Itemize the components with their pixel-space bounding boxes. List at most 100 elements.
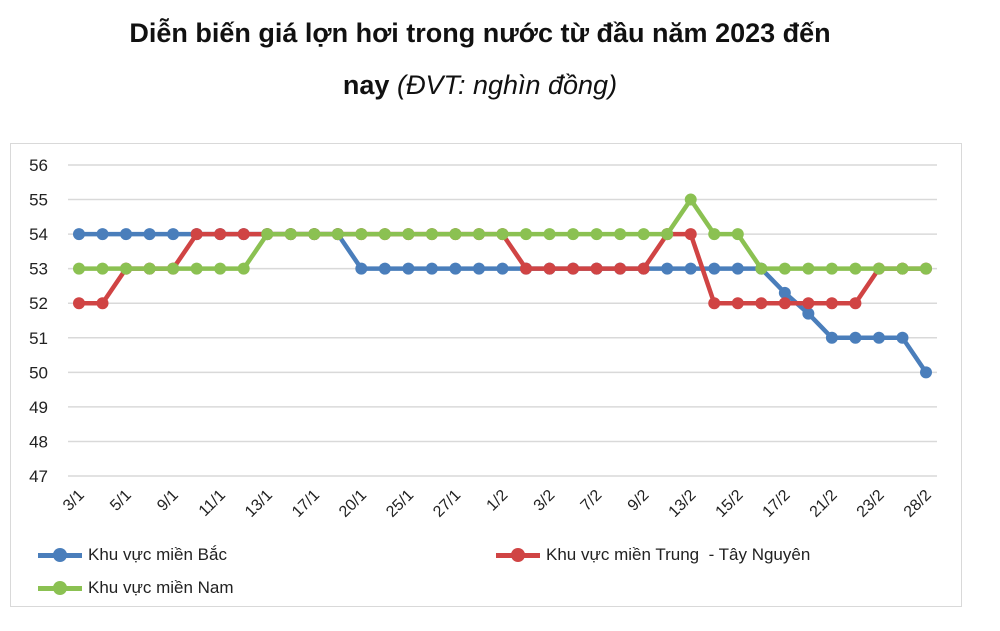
data-point-2 <box>802 262 815 275</box>
data-point-2 <box>355 228 368 241</box>
data-point-1 <box>590 262 603 275</box>
y-tick-label: 48 <box>29 432 48 451</box>
y-tick-label: 50 <box>29 363 48 382</box>
data-point-0 <box>355 262 368 275</box>
data-point-0 <box>896 331 909 344</box>
data-point-2 <box>449 228 462 241</box>
data-point-2 <box>778 262 791 275</box>
x-tick-label: 3/1 <box>60 487 88 515</box>
data-point-1 <box>684 228 697 241</box>
data-point-2 <box>214 262 227 275</box>
data-point-0 <box>73 228 85 241</box>
data-point-2 <box>237 262 250 275</box>
data-point-0 <box>143 228 156 241</box>
data-point-2 <box>849 262 862 275</box>
data-point-2 <box>73 262 85 275</box>
data-point-2 <box>143 262 156 275</box>
x-tick-label: 1/2 <box>484 487 512 515</box>
data-point-0 <box>849 331 862 344</box>
data-point-2 <box>472 228 485 241</box>
data-point-2 <box>825 262 838 275</box>
data-point-1 <box>190 228 203 241</box>
y-tick-label: 53 <box>29 260 48 279</box>
data-point-0 <box>167 228 180 241</box>
data-point-2 <box>637 228 650 241</box>
x-tick-label: 17/1 <box>289 487 323 521</box>
data-point-0 <box>731 262 744 275</box>
legend-marker <box>38 578 82 598</box>
legend-label: Khu vực miền Bắc <box>88 545 227 564</box>
x-tick-label: 15/2 <box>713 487 747 521</box>
data-point-0 <box>872 331 885 344</box>
title-continuation: nay <box>342 70 390 100</box>
data-point-0 <box>472 262 485 275</box>
data-point-0 <box>378 262 391 275</box>
x-tick-label: 5/1 <box>107 487 135 515</box>
data-point-0 <box>120 228 133 241</box>
data-point-1 <box>567 262 580 275</box>
data-point-1 <box>708 297 721 310</box>
data-point-1 <box>214 228 227 241</box>
unit-label: (ĐVT: nghìn đồng) <box>396 70 618 100</box>
data-point-0 <box>684 262 697 275</box>
data-point-1 <box>520 262 533 275</box>
x-tick-label: 9/1 <box>154 487 182 515</box>
x-tick-label: 21/2 <box>807 487 841 521</box>
data-point-1 <box>637 262 650 275</box>
data-point-2 <box>331 228 344 241</box>
chart-title: Diễn biến giá lợn hơi trong nước từ đầu … <box>129 18 831 48</box>
data-point-1 <box>73 297 85 310</box>
data-point-2 <box>661 228 674 241</box>
x-tick-label: 13/1 <box>242 487 276 521</box>
data-point-2 <box>543 228 556 241</box>
data-point-0 <box>802 307 815 320</box>
x-tick-label: 27/1 <box>430 487 464 521</box>
y-tick-label: 47 <box>29 467 48 486</box>
data-point-2 <box>872 262 885 275</box>
y-tick-label: 51 <box>29 329 48 348</box>
data-point-0 <box>708 262 721 275</box>
x-tick-label: 17/2 <box>760 487 794 521</box>
data-point-2 <box>708 228 721 241</box>
data-point-1 <box>802 297 815 310</box>
legend-item-bac: Khu vực miền Bắc <box>38 545 227 565</box>
data-point-1 <box>237 228 250 241</box>
data-point-2 <box>496 228 509 241</box>
data-point-2 <box>261 228 274 241</box>
data-point-0 <box>96 228 109 241</box>
x-tick-label: 20/1 <box>336 487 370 521</box>
data-point-1 <box>543 262 556 275</box>
x-tick-label: 7/2 <box>578 487 606 515</box>
chart-title-line2: nay (ĐVT: nghìn đồng) <box>0 70 960 101</box>
data-point-2 <box>896 262 909 275</box>
x-tick-label: 3/2 <box>531 487 559 515</box>
legend-item-nam: Khu vực miền Nam <box>38 578 234 598</box>
data-point-2 <box>402 228 415 241</box>
x-tick-label: 23/2 <box>854 487 888 521</box>
data-point-2 <box>755 262 768 275</box>
data-point-2 <box>920 262 932 275</box>
data-point-0 <box>778 286 791 299</box>
data-point-0 <box>496 262 509 275</box>
data-point-2 <box>167 262 180 275</box>
data-point-2 <box>284 228 297 241</box>
x-tick-label: 28/2 <box>901 487 935 521</box>
x-tick-label: 11/1 <box>196 487 229 520</box>
data-point-1 <box>778 297 791 310</box>
x-tick-label: 25/1 <box>383 487 417 521</box>
y-tick-label: 52 <box>29 294 48 313</box>
legend-marker <box>38 545 82 565</box>
x-tick-label: 9/2 <box>625 487 653 515</box>
data-point-0 <box>449 262 462 275</box>
data-point-0 <box>661 262 674 275</box>
data-point-2 <box>520 228 533 241</box>
data-point-1 <box>731 297 744 310</box>
data-point-2 <box>190 262 203 275</box>
data-point-2 <box>308 228 321 241</box>
y-tick-label: 56 <box>29 156 48 175</box>
data-point-1 <box>849 297 862 310</box>
legend-marker <box>496 545 540 565</box>
data-point-2 <box>614 228 627 241</box>
y-tick-label: 49 <box>29 398 48 417</box>
